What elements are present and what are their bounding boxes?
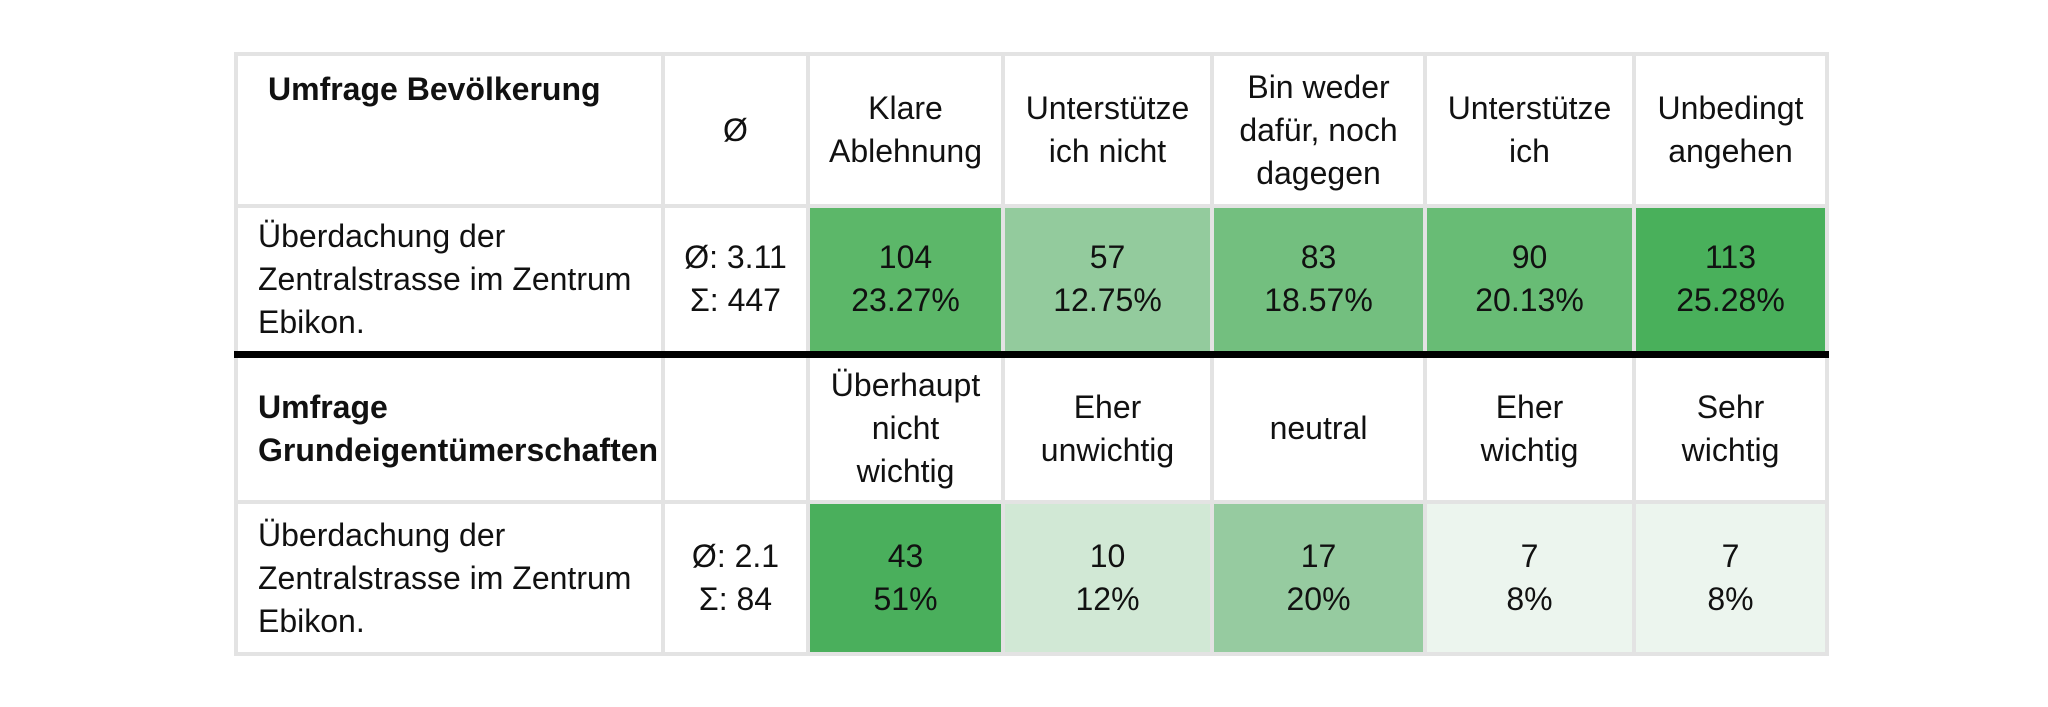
population-column-header-5: Unbedingt angehen: [1632, 52, 1829, 208]
population-column-header-3: Bin weder dafür, noch dagegen: [1210, 52, 1427, 208]
header-line: ich nicht: [1048, 133, 1167, 169]
header-line: dafür, noch: [1239, 111, 1398, 148]
owner-survey-title: Umfrage Grundeigentümerschaften: [234, 350, 665, 504]
header-line: wichtig: [1681, 431, 1780, 468]
header-line: Ablehnung: [828, 133, 983, 169]
population-header-row: Umfrage Bevölkerung Ø Klare Ablehnung Un…: [234, 52, 1829, 208]
population-summary-cell: Ø: 3.11 Σ: 447: [661, 204, 810, 356]
item-label-line: Überdachung der: [258, 516, 506, 553]
population-column-header-4: Unterstütze ich: [1423, 52, 1636, 208]
survey-results-table: Umfrage Bevölkerung Ø Klare Ablehnung Un…: [234, 52, 1829, 656]
response-count: 7: [1520, 538, 1539, 574]
sum-value: Σ: 447: [690, 282, 781, 319]
response-percent: 20%: [1286, 581, 1351, 617]
owner-column-header-1: Überhaupt nicht wichtig: [806, 350, 1005, 504]
population-item-label: Überdachung der Zentralstrasse im Zentru…: [234, 204, 665, 356]
response-percent: 8%: [1707, 581, 1754, 617]
header-line: dagegen: [1256, 154, 1381, 191]
average-value: Ø: 2.1: [691, 538, 780, 574]
owner-column-header-3: neutral: [1210, 350, 1427, 504]
response-count: 43: [887, 538, 924, 574]
response-count: 10: [1089, 538, 1126, 574]
header-line: unwichtig: [1040, 431, 1175, 468]
header-line: Sehr: [1696, 388, 1765, 425]
population-survey-title-text: Umfrage Bevölkerung: [268, 71, 601, 107]
response-count: 104: [878, 239, 933, 276]
owner-result-cell: 7 8%: [1423, 500, 1636, 656]
average-value: Ø: 3.11: [684, 239, 787, 276]
header-line: neutral: [1269, 410, 1368, 447]
header-line: angehen: [1668, 133, 1793, 169]
owner-column-header-2: Eher unwichtig: [1001, 350, 1214, 504]
owner-survey-title-line: Umfrage: [258, 388, 388, 425]
average-column-header: Ø: [661, 52, 810, 208]
response-percent: 12%: [1075, 581, 1140, 617]
item-label-line: Zentralstrasse im Zentrum: [258, 260, 632, 297]
header-line: ich: [1509, 133, 1550, 169]
owner-header-row: Umfrage Grundeigentümerschaften Überhaup…: [234, 350, 1829, 504]
header-line: Unterstütze: [1447, 90, 1612, 126]
header-line: wichtig: [1480, 431, 1579, 468]
response-count: 7: [1721, 538, 1740, 574]
response-count: 90: [1511, 239, 1548, 276]
population-result-cell: 57 12.75%: [1001, 204, 1214, 356]
owner-column-header-4: Eher wichtig: [1423, 350, 1636, 504]
owner-column-header-5: Sehr wichtig: [1632, 350, 1829, 504]
header-line: Unbedingt: [1657, 90, 1804, 126]
population-result-cell: 90 20.13%: [1423, 204, 1636, 356]
owner-result-cell: 43 51%: [806, 500, 1005, 656]
population-survey-title: Umfrage Bevölkerung: [234, 52, 665, 208]
owner-data-row: Überdachung der Zentralstrasse im Zentru…: [234, 500, 1829, 656]
owner-result-cell: 7 8%: [1632, 500, 1829, 656]
population-result-cell: 113 25.28%: [1632, 204, 1829, 356]
response-percent: 23.27%: [851, 282, 960, 319]
owner-result-cell: 17 20%: [1210, 500, 1427, 656]
response-count: 113: [1704, 239, 1756, 276]
population-data-row: Überdachung der Zentralstrasse im Zentru…: [234, 204, 1829, 356]
header-line: Klare: [868, 90, 943, 126]
owner-item-label: Überdachung der Zentralstrasse im Zentru…: [234, 500, 665, 656]
owner-empty-header-cell: [661, 350, 810, 504]
header-line: wichtig: [856, 453, 955, 490]
population-column-header-2: Unterstütze ich nicht: [1001, 52, 1214, 208]
response-percent: 12.75%: [1053, 282, 1162, 319]
header-line: Unterstütze: [1025, 90, 1190, 126]
item-label-line: Überdachung der: [258, 217, 506, 254]
owner-summary-cell: Ø: 2.1 Σ: 84: [661, 500, 810, 656]
response-percent: 51%: [873, 581, 938, 617]
average-symbol: Ø: [723, 111, 748, 148]
header-line: Eher: [1495, 388, 1564, 425]
response-count: 83: [1300, 239, 1337, 276]
header-line: Eher: [1073, 388, 1142, 425]
response-percent: 8%: [1506, 581, 1553, 617]
population-result-cell: 104 23.27%: [806, 204, 1005, 356]
sum-value: Σ: 84: [698, 581, 773, 617]
response-percent: 18.57%: [1264, 282, 1373, 319]
owner-result-cell: 10 12%: [1001, 500, 1214, 656]
header-line: nicht: [871, 410, 940, 447]
owner-survey-title-line: Grundeigentümerschaften: [258, 431, 659, 468]
response-count: 57: [1089, 239, 1126, 276]
item-label-line: Ebikon.: [258, 602, 365, 639]
header-line: Überhaupt: [830, 367, 981, 404]
population-result-cell: 83 18.57%: [1210, 204, 1427, 356]
population-column-header-1: Klare Ablehnung: [806, 52, 1005, 208]
response-percent: 25.28%: [1676, 282, 1785, 319]
item-label-line: Ebikon.: [258, 303, 365, 340]
response-percent: 20.13%: [1475, 282, 1584, 319]
header-line: Bin weder: [1247, 68, 1390, 105]
item-label-line: Zentralstrasse im Zentrum: [258, 559, 632, 596]
response-count: 17: [1300, 538, 1337, 574]
